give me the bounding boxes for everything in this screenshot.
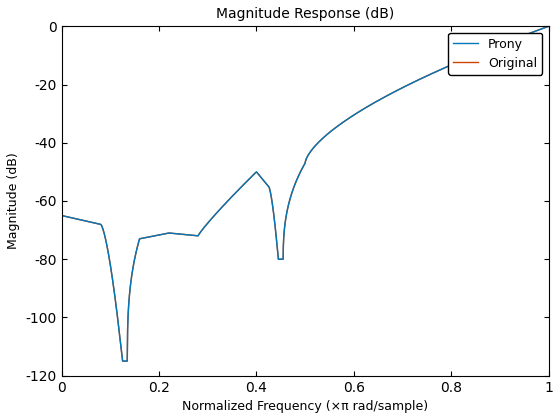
Prony — [530, 29, 537, 34]
Legend: Prony, Original: Prony, Original — [448, 32, 543, 75]
Original — [412, 79, 419, 84]
Line: Original: Original — [62, 26, 549, 361]
Original — [267, 189, 274, 194]
Prony — [506, 39, 513, 44]
Title: Magnitude Response (dB): Magnitude Response (dB) — [216, 7, 394, 21]
Prony — [267, 189, 274, 194]
Original — [290, 187, 296, 192]
X-axis label: Normalized Frequency (×π rad/sample): Normalized Frequency (×π rad/sample) — [182, 400, 428, 413]
Prony — [545, 24, 552, 29]
Prony — [412, 79, 419, 84]
Prony — [263, 181, 270, 186]
Line: Prony: Prony — [62, 26, 549, 361]
Original — [58, 213, 65, 218]
Original — [263, 181, 270, 186]
Original — [506, 39, 513, 44]
Prony — [58, 213, 65, 218]
Prony — [290, 187, 296, 192]
Original — [545, 24, 552, 29]
Original — [119, 359, 126, 364]
Prony — [119, 359, 126, 364]
Y-axis label: Magnitude (dB): Magnitude (dB) — [7, 152, 20, 249]
Original — [530, 29, 537, 34]
